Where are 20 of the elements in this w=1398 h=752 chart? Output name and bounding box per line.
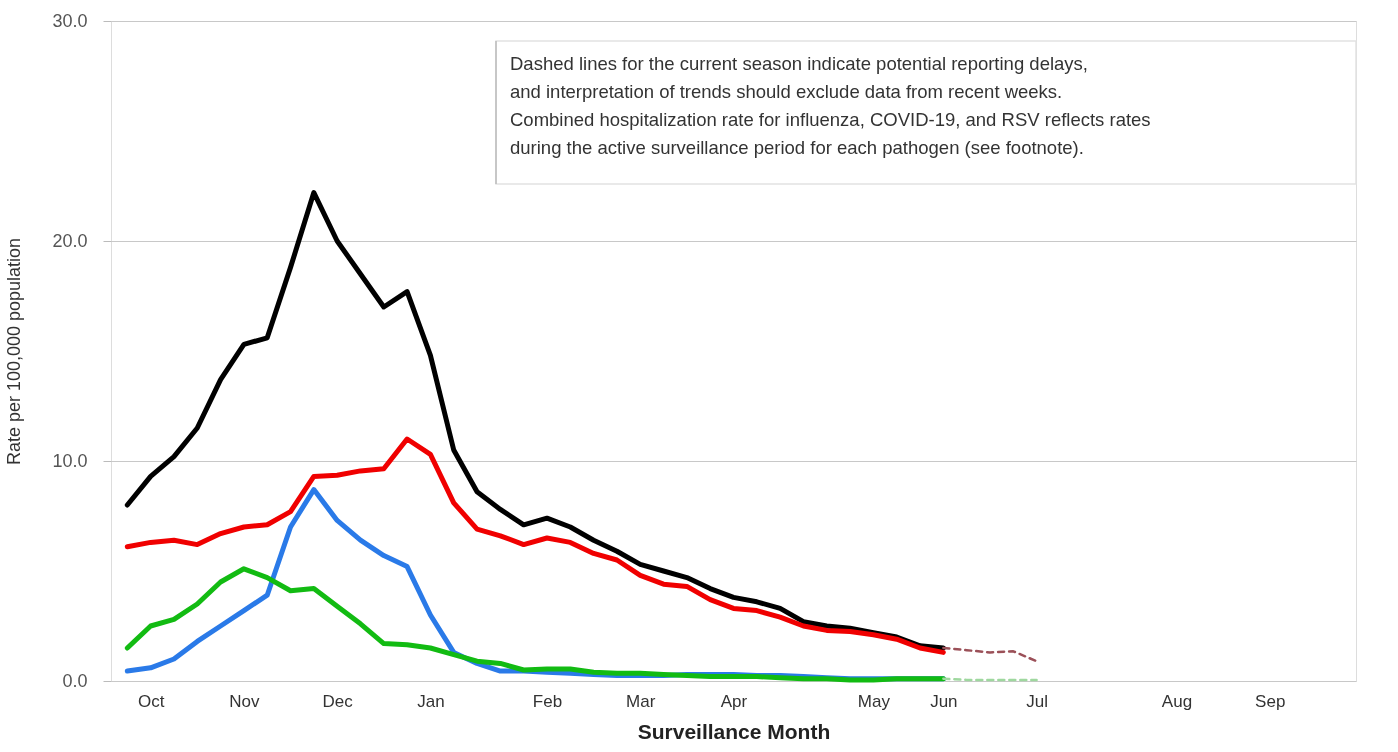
line-series [942,646,1038,663]
y-tick-label: 0.0 [62,670,88,691]
x-tick-label: Jan [417,691,445,711]
x-tick-label: Oct [137,691,165,711]
x-tick-label: Apr [720,691,748,711]
x-tick-label: Sep [1255,691,1286,711]
x-axis-title: Surveillance Month [637,719,831,743]
y-tick-label: 10.0 [52,450,88,471]
y-tick-label: 30.0 [52,10,88,31]
annotation: Dashed lines for the current season indicate potential reporting delays, and interpretation of trends should exclude data from recent weeks. Combined hospitalization rate for influenza, COVID-19, and RSV reflects rates during the active surveillance period for each pathogen (see footnote). [510,53,1151,158]
x-tick-label: Dec [322,691,354,711]
x-tick-label: Aug [1161,691,1193,711]
x-tick-label: Feb [532,691,563,711]
x-tick-label: Jul [1026,691,1048,711]
x-tick-label: May [857,691,891,711]
x-tick-label: Jun [930,691,958,711]
x-tick-label: Mar [626,691,656,711]
y-axis-title: Rate per 100,000 population [4,237,25,466]
x-tick-label: Nov [229,691,261,711]
y-tick-label: 20.0 [52,230,88,251]
